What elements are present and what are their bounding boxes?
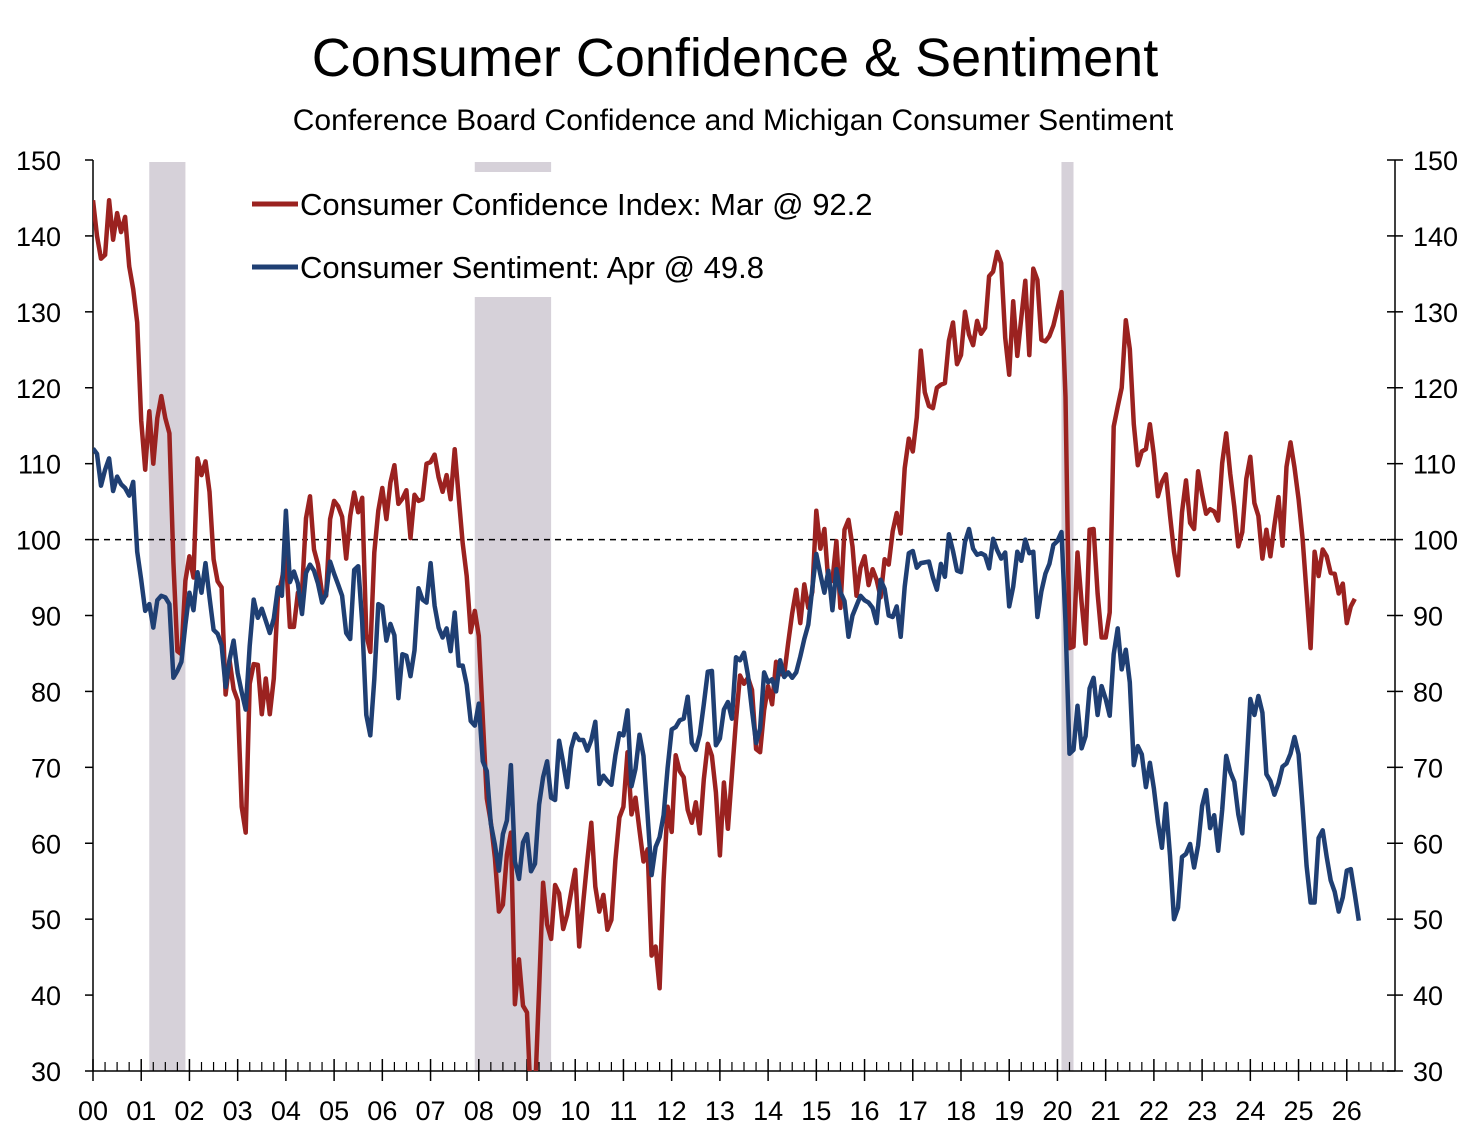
- y-tick-label-left: 80: [31, 677, 61, 707]
- y-tick-label-left: 50: [31, 905, 61, 935]
- y-tick-label-right: 40: [1413, 981, 1443, 1011]
- x-tick-label: 16: [850, 1096, 880, 1126]
- y-tick-label-left: 130: [16, 298, 61, 328]
- x-tick-label: 21: [1091, 1096, 1121, 1126]
- x-tick-label: 07: [416, 1096, 446, 1126]
- x-tick-label: 09: [512, 1096, 542, 1126]
- x-tick-label: 00: [78, 1096, 108, 1126]
- y-tick-label-right: 80: [1413, 677, 1443, 707]
- x-tick-label: 06: [367, 1096, 397, 1126]
- chart-title: Consumer Confidence & Sentiment: [312, 28, 1158, 88]
- legend-label-sentiment: Consumer Sentiment: Apr @ 49.8: [300, 250, 764, 285]
- y-tick-label-right: 120: [1413, 374, 1458, 404]
- y-tick-label-left: 60: [31, 829, 61, 859]
- y-tick-label-right: 140: [1413, 222, 1458, 252]
- y-tick-label-left: 150: [16, 146, 61, 176]
- x-tick-label: 15: [801, 1096, 831, 1126]
- x-tick-label: 14: [753, 1096, 783, 1126]
- y-tick-label-right: 150: [1413, 146, 1458, 176]
- y-tick-label-left: 40: [31, 981, 61, 1011]
- x-tick-label: 26: [1332, 1096, 1362, 1126]
- x-tick-label: 22: [1139, 1096, 1169, 1126]
- x-tick-label: 19: [994, 1096, 1024, 1126]
- y-tick-label-left: 120: [16, 374, 61, 404]
- y-tick-label-right: 50: [1413, 905, 1443, 935]
- x-tick-label: 03: [223, 1096, 253, 1126]
- y-tick-label-left: 90: [31, 602, 61, 632]
- x-tick-label: 13: [705, 1096, 735, 1126]
- y-tick-label-left: 110: [18, 450, 61, 480]
- y-tick-label-left: 70: [31, 753, 61, 783]
- x-tick-label: 23: [1187, 1096, 1217, 1126]
- y-tick-label-left: 140: [16, 222, 61, 252]
- x-tick-label: 10: [560, 1096, 590, 1126]
- chart-subtitle: Conference Board Confidence and Michigan…: [293, 104, 1174, 137]
- x-tick-label: 12: [657, 1096, 687, 1126]
- y-tick-label-right: 90: [1413, 602, 1443, 632]
- legend-background: [240, 172, 950, 297]
- y-tick-label-left: 100: [16, 526, 61, 556]
- y-tick-label-right: 30: [1413, 1057, 1443, 1087]
- x-tick-label: 24: [1235, 1096, 1265, 1126]
- x-tick-label: 25: [1284, 1096, 1314, 1126]
- x-tick-label: 20: [1042, 1096, 1072, 1126]
- y-tick-label-left: 30: [31, 1057, 61, 1087]
- x-tick-label: 11: [609, 1096, 637, 1126]
- x-tick-label: 02: [174, 1096, 204, 1126]
- x-tick-label: 17: [898, 1096, 928, 1126]
- legend: Consumer Confidence Index: Mar @ 92.2 Co…: [252, 187, 873, 285]
- x-tick-label: 18: [946, 1096, 976, 1126]
- series-line-confidence: [93, 197, 1357, 1071]
- series-line-sentiment: [93, 447, 1362, 922]
- x-tick-label: 04: [271, 1096, 301, 1126]
- x-tick-label: 05: [319, 1096, 349, 1126]
- legend-label-confidence: Consumer Confidence Index: Mar @ 92.2: [300, 187, 873, 222]
- y-tick-label-right: 110: [1413, 450, 1456, 480]
- x-tick-label: 08: [464, 1096, 494, 1126]
- y-tick-label-right: 130: [1413, 298, 1458, 328]
- y-tick-label-right: 60: [1413, 829, 1443, 859]
- x-tick-label: 01: [126, 1096, 156, 1126]
- y-tick-label-right: 100: [1413, 526, 1458, 556]
- series-lines: [93, 197, 1362, 1071]
- recession-shading: [149, 162, 1074, 1071]
- y-tick-label-right: 70: [1413, 753, 1443, 783]
